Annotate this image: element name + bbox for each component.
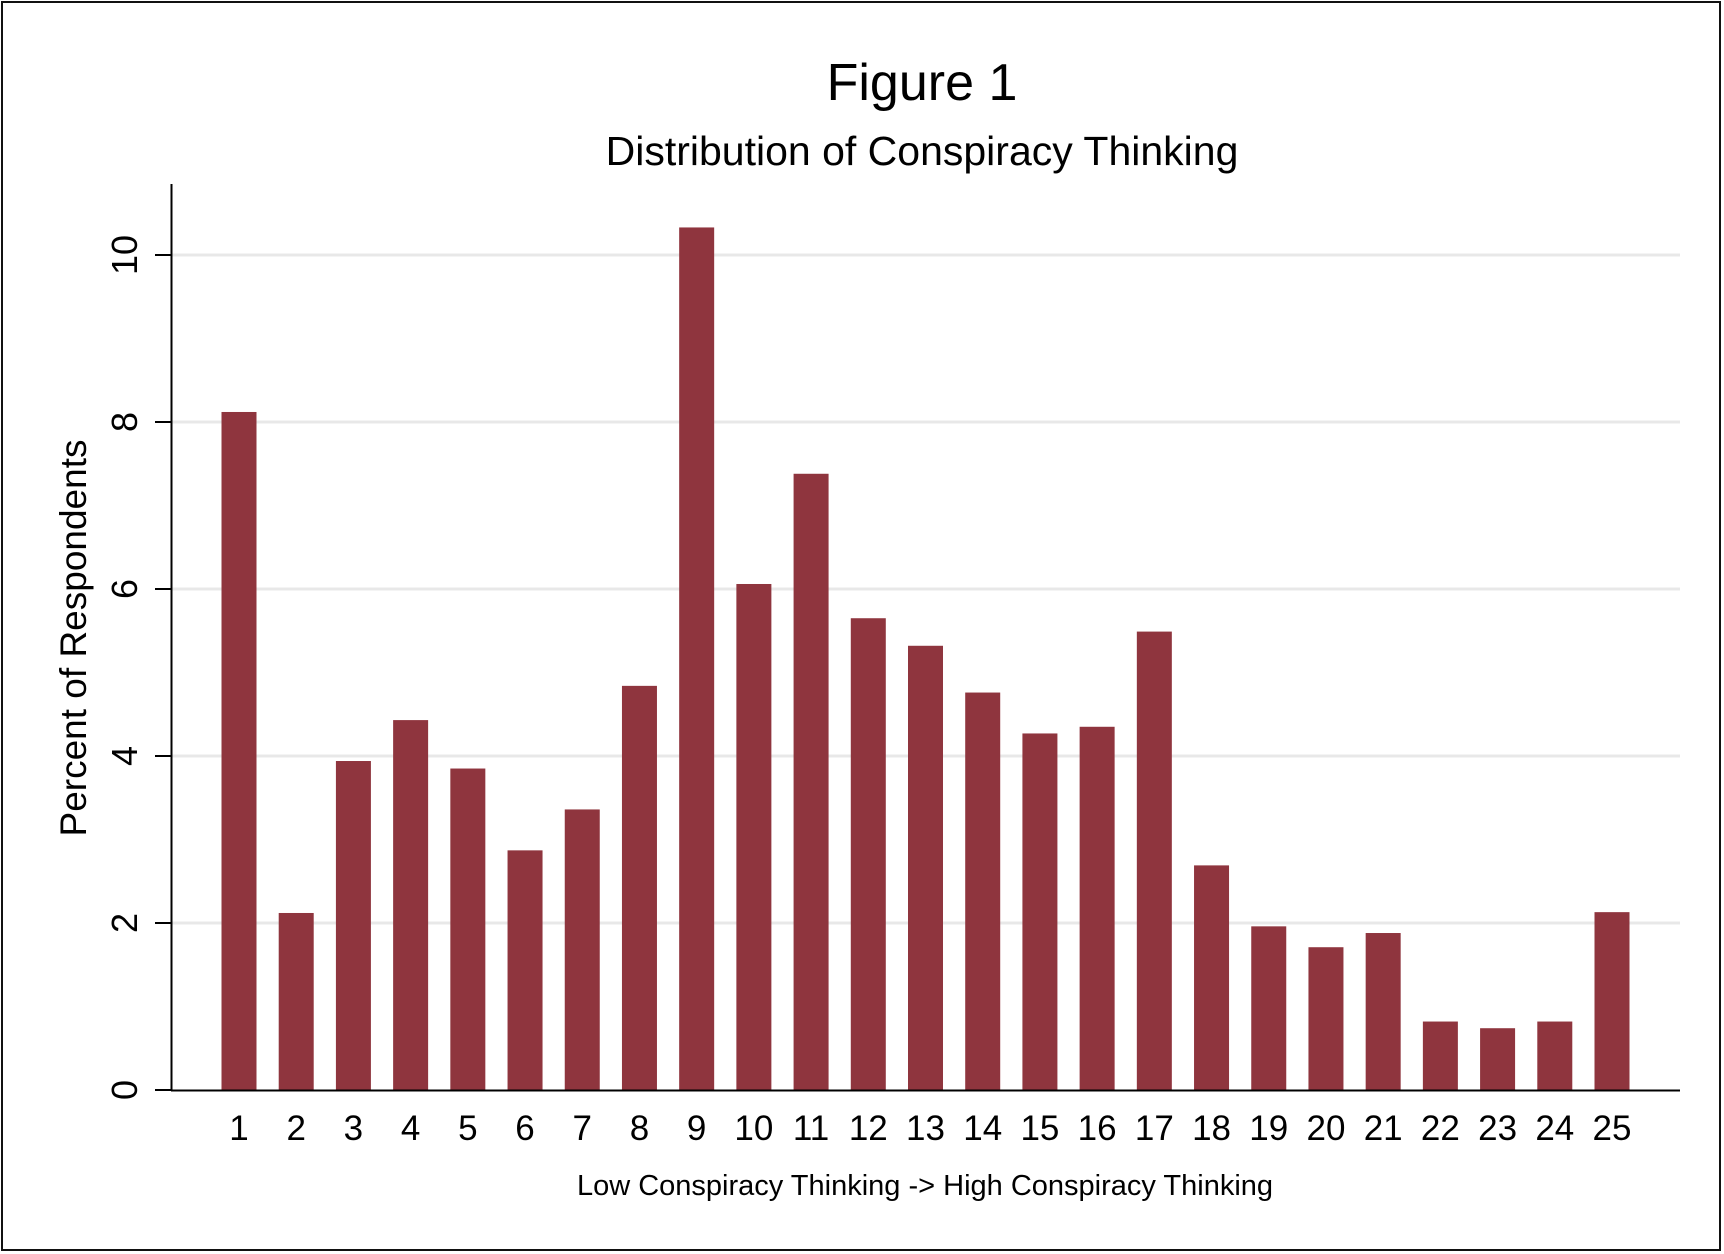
bar-18 (1194, 865, 1230, 1090)
x-tick-label: 23 (1478, 1109, 1517, 1148)
x-tick-label: 17 (1135, 1109, 1174, 1148)
x-tick-label: 5 (458, 1109, 477, 1148)
x-tick-label: 13 (906, 1109, 945, 1148)
y-axis-label: Percent of Respondents (53, 440, 94, 837)
bar-20 (1308, 947, 1344, 1090)
x-tick-label: 24 (1535, 1109, 1574, 1148)
chart-title: Figure 1 (827, 54, 1018, 112)
bar-22 (1422, 1021, 1458, 1090)
x-tick-label: 10 (734, 1109, 773, 1148)
x-tick-label: 8 (630, 1109, 649, 1148)
y-tick-label: 10 (104, 235, 145, 275)
bar-11 (793, 473, 829, 1090)
bar-17 (1136, 631, 1172, 1090)
x-tick-label: 15 (1020, 1109, 1059, 1148)
bar-3 (335, 761, 371, 1090)
x-tick-label: 11 (793, 1109, 829, 1148)
x-axis-label: Low Conspiracy Thinking -> High Conspira… (577, 1170, 1273, 1202)
bar-2 (278, 912, 314, 1090)
x-tick-label: 12 (849, 1109, 888, 1148)
x-tick-label: 21 (1364, 1109, 1403, 1148)
x-tick-label: 7 (573, 1109, 592, 1148)
x-tick-label: 14 (963, 1109, 1002, 1148)
bar-7 (564, 809, 600, 1090)
bar-4 (393, 720, 429, 1090)
x-tick-label: 6 (515, 1109, 534, 1148)
x-tick-label: 16 (1078, 1109, 1117, 1148)
bar-23 (1480, 1028, 1516, 1090)
x-tick-label: 4 (401, 1109, 420, 1148)
bar-25 (1594, 912, 1630, 1090)
bar-13 (908, 645, 943, 1090)
bar-19 (1251, 926, 1287, 1090)
bar-12 (850, 618, 886, 1090)
x-tick-label: 1 (229, 1109, 248, 1148)
bar-9 (679, 227, 715, 1090)
bar-15 (1022, 733, 1058, 1090)
y-tick-label: 2 (104, 913, 145, 933)
x-tick-label: 9 (687, 1109, 706, 1148)
x-tick-label: 3 (344, 1109, 363, 1148)
y-tick-label: 8 (104, 412, 145, 432)
x-tick-label: 18 (1192, 1109, 1231, 1148)
bar-5 (450, 768, 486, 1090)
y-tick-label: 6 (104, 579, 145, 599)
bar-16 (1079, 726, 1115, 1090)
x-tick-label: 2 (286, 1109, 305, 1148)
x-tick-label: 19 (1249, 1109, 1288, 1148)
x-tick-label: 22 (1421, 1109, 1460, 1148)
y-tick-label: 4 (104, 746, 145, 766)
x-tick-label: 20 (1306, 1109, 1345, 1148)
bar-14 (965, 692, 1001, 1090)
y-tick-label: 0 (104, 1080, 145, 1100)
bar-8 (621, 685, 657, 1090)
bar-21 (1365, 933, 1401, 1090)
bar-24 (1537, 1021, 1573, 1090)
x-tick-label: 25 (1593, 1109, 1632, 1148)
bar-6 (507, 850, 543, 1090)
bar-10 (736, 583, 772, 1090)
chart-subtitle: Distribution of Conspiracy Thinking (606, 128, 1239, 174)
bar-1 (221, 411, 257, 1091)
